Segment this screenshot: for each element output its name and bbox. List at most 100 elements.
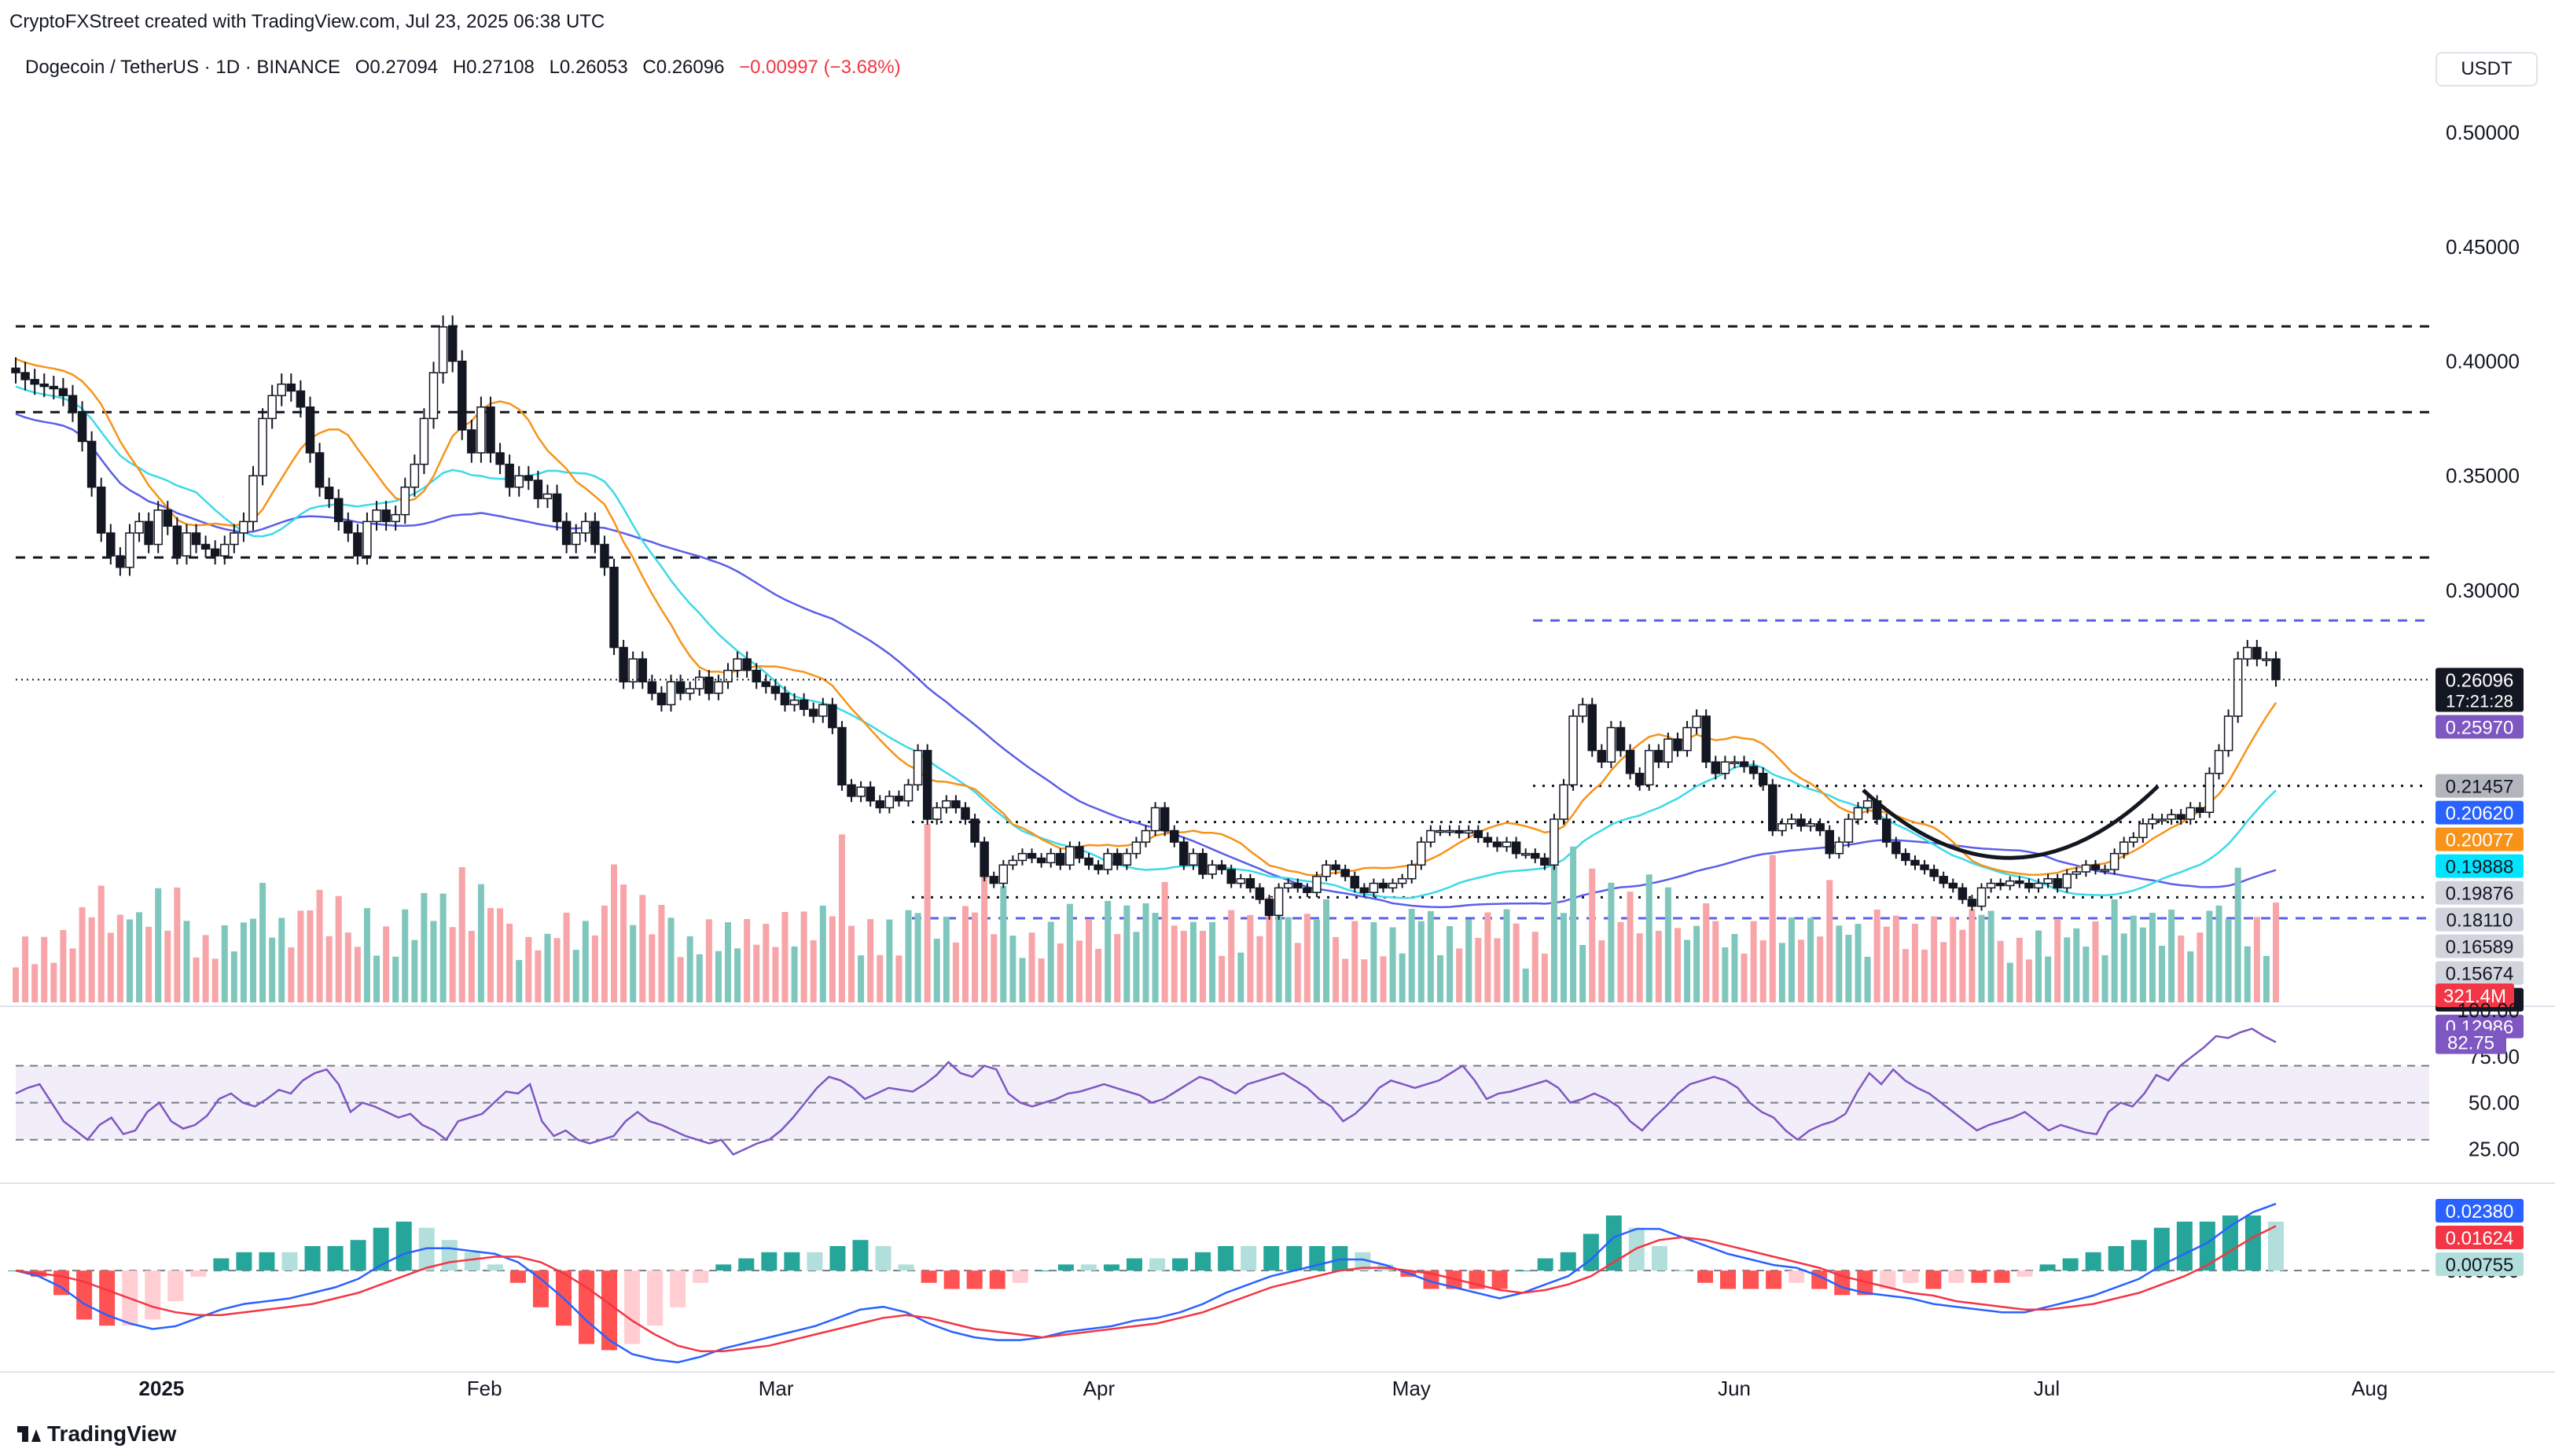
volume-bar [1855,924,1862,1002]
volume-bar [1475,937,1482,1002]
candle-down [96,486,106,534]
price-label: 0.20077 [2446,830,2514,851]
currency-selector[interactable]: USDT [2436,52,2538,86]
candle-down [353,532,362,557]
candle-up [1017,852,1028,862]
candle-down [106,532,116,557]
rsi-tick-label: 50.00 [2469,1091,2520,1115]
volume-bar [535,950,542,1002]
macd-histogram-bar [464,1252,480,1271]
candle-down [1625,749,1635,774]
candle-up [932,807,942,820]
candle-up [1806,823,1815,827]
macd-histogram-bar [236,1252,252,1271]
volume-bar [1228,910,1235,1002]
candle-down [1198,852,1208,875]
candle-up [685,688,695,694]
volume-bar [1712,921,1719,1002]
volume-bar [1541,954,1548,1002]
volume-bar [591,935,598,1002]
volume-bar [1142,903,1149,1002]
candle-up [1720,761,1730,774]
candle-down [1084,857,1094,866]
candle-down [1701,715,1711,763]
time-tick-label: 2025 [139,1377,185,1400]
candle-down [467,429,476,454]
volume-bar [867,919,874,1002]
tradingview-logo[interactable]: TradingView [17,1421,176,1447]
candle-down [951,800,961,809]
candle-down [1920,864,1929,870]
volume-bar [458,867,465,1002]
price-label-box [2436,715,2524,739]
candle-up [2223,715,2233,752]
candle-down [1112,852,1123,866]
price-axis: 0.50000 0.45000 0.40000 0.35000 0.30000 0.260… [0,120,2555,1373]
volume-bar [297,910,304,1002]
volume-bar [943,917,950,1002]
macd-histogram-bar [2130,1240,2147,1271]
candle-up [1065,846,1075,866]
volume-bar [1873,910,1880,1002]
price-tick-label: 0.35000 [2446,464,2520,487]
volume-bar [1513,923,1520,1002]
volume-bar [1105,900,1112,1002]
symbol-name[interactable]: Dogecoin / TetherUS · 1D · BINANCE [25,57,341,78]
volume-bar [259,883,267,1002]
volume-bar [2234,867,2241,1002]
volume-bar [1494,938,1501,1002]
volume-bar [1219,955,1226,1002]
volume-bar [1608,882,1615,1002]
candle-down [1340,869,1350,877]
candle-up [2062,873,2072,889]
volume-bar [2215,905,2222,1002]
candle-down [1359,887,1369,893]
candle-up [514,475,524,488]
macd-histogram-bar [875,1246,891,1271]
volume-bar [1038,958,1045,1002]
rsi-tick-label: 25.00 [2469,1137,2520,1160]
volume-bar [1674,928,1681,1002]
macd-histogram-bar [1080,1264,1097,1271]
chart-credit: CryptoFXStreet created with TradingView.… [9,11,605,32]
candle-up [1862,800,1873,809]
volume-bar [1522,969,1529,1002]
candle-down [656,693,667,706]
candle-up [258,417,267,476]
candle-up [628,658,638,682]
candle-down [1350,876,1360,889]
volume-bar [1503,909,1510,1002]
volume-bar [1408,909,1415,1002]
volume-bar [1589,868,1596,1002]
volume-bar [1066,903,1073,1002]
candle-down [1226,869,1236,884]
candle-up [2148,818,2157,825]
candle-up [998,864,1009,884]
candle-down [761,681,771,687]
candle-down [458,360,467,431]
macd-histogram-bar [1971,1270,1987,1283]
volume-bar [744,919,751,1002]
macd-histogram-bar [989,1270,1005,1289]
volume-bar [1931,916,1938,1002]
low-value: L0.26053 [549,57,628,78]
volume-bar [69,948,76,1002]
candle-down [894,796,904,802]
volume-bar [1161,881,1168,1002]
volume-bar [1323,899,1330,1002]
volume-bar [288,947,295,1002]
macd-histogram-bar [784,1252,800,1271]
volume-bar [715,950,722,1002]
volume-bar [1133,932,1140,1002]
macd-histogram-bar [829,1246,846,1271]
candle-up [884,796,895,809]
candle-up [1730,761,1740,764]
volume-bar [183,921,190,1002]
volume-bar [810,939,817,1002]
volume-bar [1997,940,2004,1002]
candle-down [1711,761,1721,774]
macd-histogram-bar [1012,1270,1028,1283]
candle-down [970,818,980,843]
price-tick-label: 0.40000 [2446,350,2520,373]
